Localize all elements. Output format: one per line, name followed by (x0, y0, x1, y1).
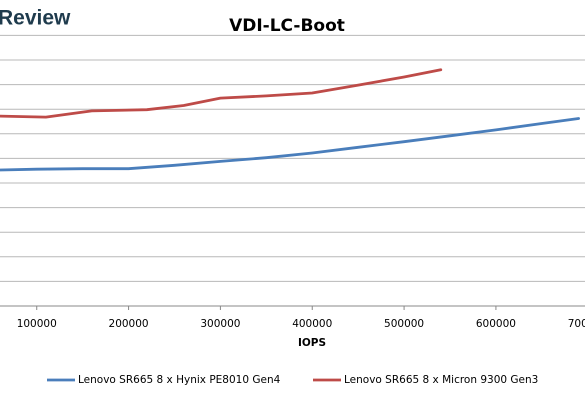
x-tick-label: 700000 (568, 318, 585, 330)
legend-label: Lenovo SR665 8 x Hynix PE8010 Gen4 (78, 374, 281, 386)
logo: Review (0, 7, 71, 30)
x-tick-label: 200000 (109, 318, 149, 330)
x-axis-label: IOPS (298, 337, 326, 349)
x-tick-label: 100000 (17, 318, 57, 330)
x-tick-label: 500000 (384, 318, 424, 330)
legend-label: Lenovo SR665 8 x Micron 9300 Gen3 (344, 374, 538, 386)
x-tick-label: 600000 (476, 318, 516, 330)
chart-title: VDI-LC-Boot (229, 16, 345, 36)
x-tick-label: 300000 (200, 318, 240, 330)
series-line (0, 117, 580, 172)
series-line (0, 68, 443, 119)
x-tick-label: 400000 (292, 318, 332, 330)
